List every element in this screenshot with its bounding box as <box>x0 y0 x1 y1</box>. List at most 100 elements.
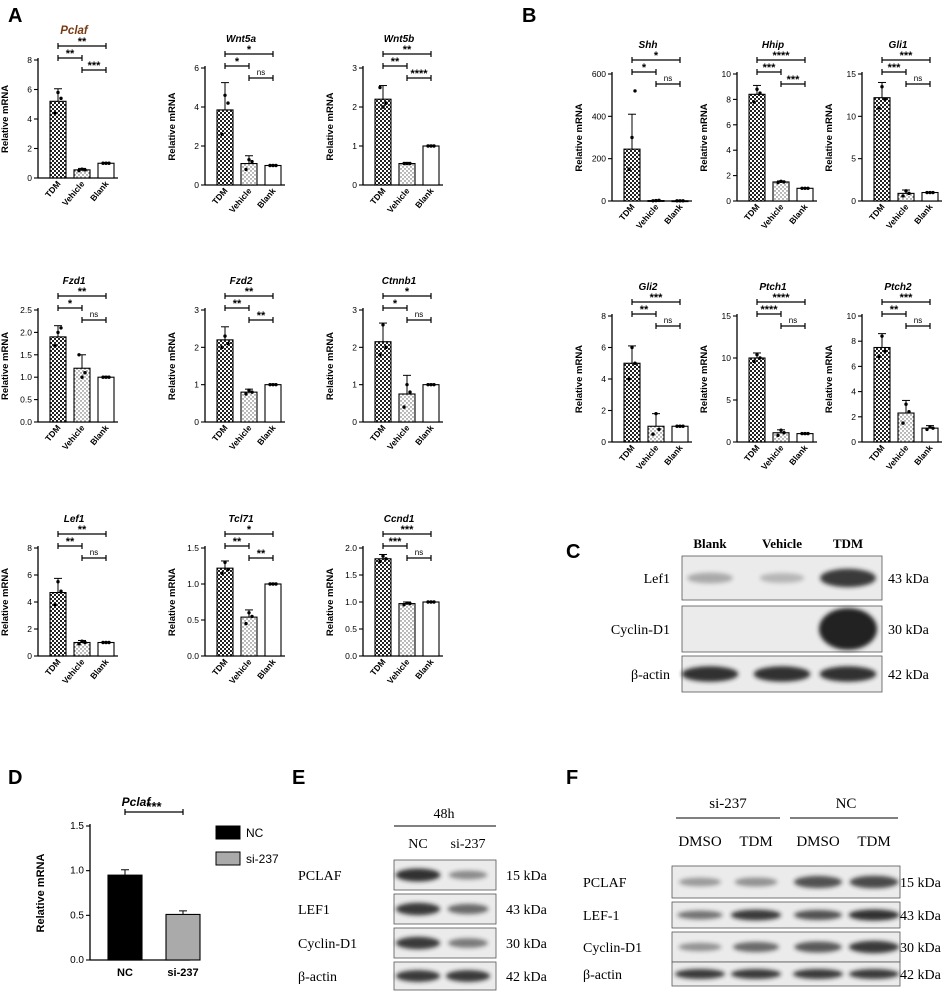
data-point <box>268 163 272 168</box>
significance-label: ** <box>78 286 87 298</box>
y-tick-label: 4 <box>194 102 199 112</box>
bar-blank <box>97 376 115 423</box>
bar-vehicle <box>398 603 416 657</box>
x-tick-label: TDM <box>742 202 762 223</box>
data-point <box>107 375 111 379</box>
data-point <box>803 186 807 190</box>
y-tick-label: 0.0 <box>187 651 199 661</box>
kda-label: 42 kDa <box>506 970 548 985</box>
y-axis-label: Relative mRNA <box>824 103 835 171</box>
blot-c: Blank Vehicle TDM Lef1 43 kDa Cyclin-D1 30 kDa… <box>611 536 930 693</box>
data-point <box>378 353 382 357</box>
y-tick-label: 5 <box>851 154 856 164</box>
group-label: NC <box>836 796 857 812</box>
blot-band <box>753 666 811 682</box>
y-tick-label: 8 <box>601 311 606 321</box>
bar-vehicle <box>647 425 665 443</box>
data-point <box>402 405 406 409</box>
significance-label: ns <box>415 548 423 557</box>
data-point <box>107 640 111 645</box>
data-point <box>77 168 81 173</box>
x-tick-label: Vehicle <box>60 179 87 208</box>
y-tick-label: 200 <box>592 154 606 164</box>
x-tick-label: Vehicle <box>227 186 254 215</box>
significance-label: *** <box>146 799 162 814</box>
significance-label: ** <box>233 298 242 310</box>
data-point <box>405 382 409 387</box>
data-point <box>426 382 430 387</box>
x-tick-label: Vehicle <box>227 657 254 686</box>
data-point <box>271 582 275 586</box>
data-point <box>250 159 254 164</box>
data-point <box>755 87 759 91</box>
chart-ccnd1: Ccnd1 Relative mRNA 0.0 0.5 1.0 1.5 2.0 TDMVehi… <box>325 514 443 686</box>
significance-label: ns <box>257 68 265 77</box>
x-tick-label: Blank <box>413 186 436 210</box>
data-point <box>381 105 385 109</box>
chart-fzd1: Fzd1 Relative mRNA 0.0 0.5 1.0 1.5 2.0 2.5 TDMVe… <box>0 276 118 452</box>
chart-tcl71: Tcl71 Relative mRNA 0.0 0.5 1.0 1.5 TDMVehicle… <box>167 514 285 686</box>
chart-pclaf-d: Pclaf Relative mRNA 0.0 0.5 1.0 1.5 NC si-237 **… <box>35 795 279 979</box>
x-tick-label: TDM <box>867 443 887 464</box>
blot-band <box>395 936 441 950</box>
significance-label: * <box>68 298 73 310</box>
data-point <box>77 642 81 646</box>
data-point <box>223 334 227 338</box>
y-tick-label: 6 <box>851 361 856 371</box>
x-tick-label: Vehicle <box>759 202 786 231</box>
data-point <box>405 601 409 605</box>
y-axis-label: Relative mRNA <box>0 85 11 153</box>
x-tick-label: TDM <box>368 186 388 207</box>
significance-label: ** <box>78 36 87 48</box>
significance-label: ns <box>789 316 797 325</box>
lane-label: si-237 <box>451 837 486 852</box>
blot-band <box>448 938 488 948</box>
y-tick-label: 0 <box>851 196 856 206</box>
data-point <box>681 424 685 428</box>
data-point <box>800 431 804 436</box>
data-point <box>907 191 911 196</box>
data-point <box>268 582 272 586</box>
kda-label: 42 kDa <box>900 968 942 983</box>
data-point <box>675 424 679 428</box>
data-point <box>80 639 84 643</box>
y-tick-label: 6 <box>27 570 32 580</box>
y-axis-label: Relative mRNA <box>574 345 585 413</box>
y-tick-label: 0 <box>601 437 606 447</box>
y-axis-label: Relative mRNA <box>167 332 178 400</box>
significance-label: *** <box>763 62 777 74</box>
blot-band <box>759 572 805 584</box>
chart-title: Ccnd1 <box>384 514 415 525</box>
lane-label: DMSO <box>796 834 840 850</box>
significance-label: ** <box>391 56 400 68</box>
y-axis-label: Relative mRNA <box>325 92 336 160</box>
x-tick-label: Blank <box>255 657 278 681</box>
lane-label: Blank <box>693 536 727 551</box>
y-tick-label: 15 <box>847 69 857 79</box>
bar-blank <box>264 164 282 186</box>
data-point <box>226 341 230 346</box>
chart-title: Pclaf <box>60 25 89 37</box>
bar-tdm <box>623 148 641 202</box>
data-point <box>53 603 57 607</box>
bar-tdm <box>49 336 67 423</box>
panel-letter-f: F <box>566 767 578 789</box>
data-point <box>779 428 783 432</box>
kda-label: 42 kDa <box>888 668 930 683</box>
y-axis-label: Relative mRNA <box>0 568 11 636</box>
y-axis-label: Relative mRNA <box>35 854 47 933</box>
lane-label: TDM <box>857 834 890 850</box>
y-tick-label: 400 <box>592 111 606 121</box>
bar-tdm <box>873 346 891 443</box>
significance-label: ns <box>90 548 98 557</box>
y-tick-label: 6 <box>726 120 731 130</box>
y-tick-label: 3 <box>194 305 199 315</box>
data-point <box>220 132 224 136</box>
panel-letter-b: B <box>522 5 536 27</box>
